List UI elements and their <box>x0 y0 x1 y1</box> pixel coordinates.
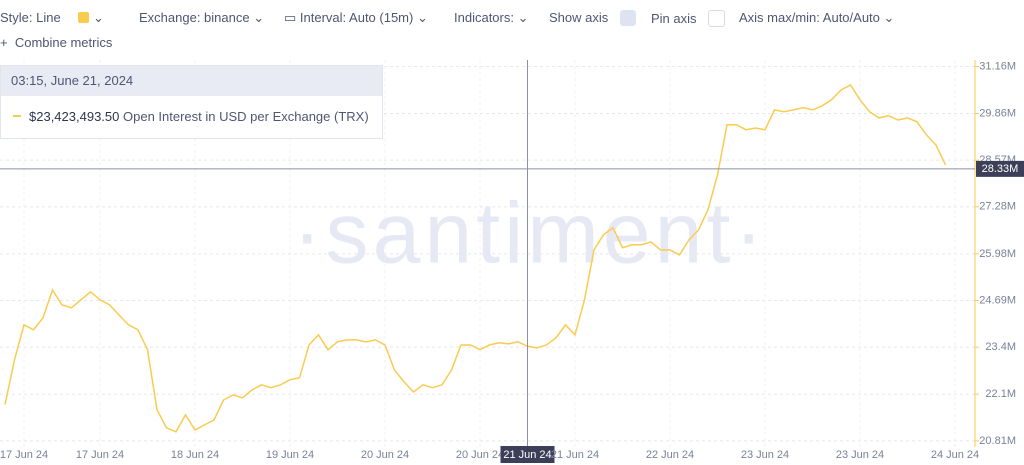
x-highlight-box <box>500 446 555 463</box>
x-tick-label: 19 Jun 24 <box>266 449 314 461</box>
show-axis[interactable]: Show axis <box>549 10 636 26</box>
x-tick-label: 17 Jun 24 <box>0 449 48 461</box>
x-tick-label: 20 Jun 24 <box>456 449 504 461</box>
y-tick-label: 20.81M <box>979 435 1016 447</box>
interval-select[interactable]: ▭ Interval: Auto (15m) ⌄ <box>284 10 428 25</box>
x-tick-label: 24 Jun 24 <box>931 449 979 461</box>
x-tick-label: 21 Jun 24 <box>503 449 551 461</box>
combine-metrics[interactable]: + Combine metrics <box>0 35 113 50</box>
watermark: ·santiment· <box>293 186 767 282</box>
tooltip: 03:15, June 21, 2024 $23,423,493.50 Open… <box>0 65 383 139</box>
tooltip-time: 03:15, June 21, 2024 <box>1 66 382 96</box>
exchange-select[interactable]: Exchange: binance ⌄ <box>139 10 265 25</box>
crosshair-label: 28.33M <box>982 163 1019 175</box>
y-tick-label: 24.69M <box>979 294 1016 306</box>
x-tick-label: 17 Jun 24 <box>76 449 124 461</box>
pin-axis[interactable]: Pin axis <box>651 10 726 27</box>
tooltip-value: $23,423,493.50 <box>29 109 120 124</box>
x-tick-label: 22 Jun 24 <box>646 449 694 461</box>
y-tick-label: 25.98M <box>979 248 1016 260</box>
series-line <box>4 84 947 433</box>
style-select[interactable]: Style: Line ⌄ <box>0 10 104 25</box>
x-tick-label: 21 Jun 24 <box>551 449 599 461</box>
crosshair-label-box <box>976 160 1024 177</box>
axis-range-select[interactable]: Axis max/min: Auto/Auto ⌄ <box>739 10 895 25</box>
y-tick-label: 31.16M <box>979 60 1016 72</box>
tooltip-metric: Open Interest in USD per Exchange (TRX) <box>123 109 369 124</box>
y-tick-label: 29.86M <box>979 107 1016 119</box>
y-tick-label: 27.28M <box>979 201 1016 213</box>
x-tick-label: 23 Jun 24 <box>836 449 884 461</box>
indicators-select[interactable]: Indicators: ⌄ <box>454 10 529 25</box>
y-tick-label: 22.1M <box>985 388 1016 400</box>
x-tick-label: 23 Jun 24 <box>741 449 789 461</box>
x-tick-label: 20 Jun 24 <box>361 449 409 461</box>
y-tick-label: 23.4M <box>985 341 1016 353</box>
x-tick-label: 18 Jun 24 <box>171 449 219 461</box>
